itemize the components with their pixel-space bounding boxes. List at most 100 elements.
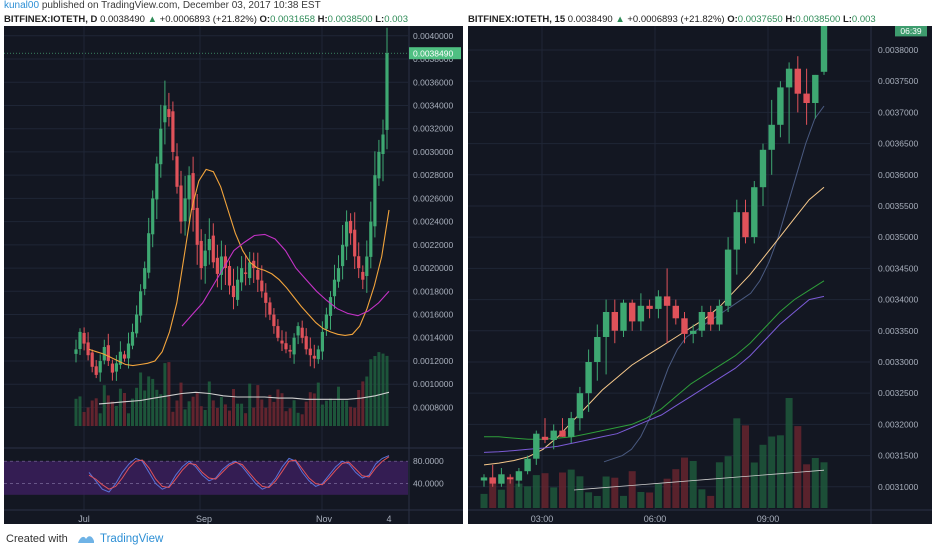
volume-bar <box>750 462 758 508</box>
volume-bar <box>611 477 619 508</box>
right-chart-canvas[interactable]: 0.0038000 0.0037500 0.0037000 0.0036500 0.00… <box>468 26 932 524</box>
candle-body <box>751 187 758 238</box>
candle-body <box>203 250 207 267</box>
right-change: +0.0006893 (+21.82%) <box>627 14 725 25</box>
volume-bar <box>480 493 488 508</box>
candle-body <box>300 327 304 338</box>
volume-bar <box>155 389 159 426</box>
price-tick-label: 0.0034500 <box>878 263 918 273</box>
volume-bar <box>320 404 324 426</box>
candle-body <box>681 318 688 334</box>
volume-bar <box>312 393 316 426</box>
candle-body <box>568 418 575 437</box>
volume-bar <box>175 400 179 426</box>
volume-bar <box>381 353 385 426</box>
candle-body <box>276 326 280 338</box>
candle-body <box>320 331 324 352</box>
price-tick-label: 0.0036000 <box>878 170 918 180</box>
volume-bar <box>524 486 532 508</box>
candle-body <box>803 93 810 103</box>
volume-bar <box>357 390 361 426</box>
volume-bar <box>365 376 369 426</box>
candle-body <box>240 268 244 283</box>
price-tick-label: 0.0032500 <box>878 388 918 398</box>
volume-bar <box>94 398 98 426</box>
right-high-label: H: <box>785 14 796 25</box>
left-chart-panel[interactable]: 0.00400000.00380000.00360000.00340000.00… <box>4 26 463 524</box>
volume-bar <box>369 359 373 426</box>
author-link[interactable]: kunal00 <box>4 0 40 11</box>
right-chart-panel[interactable]: 0.0038000 0.0037500 0.0037000 0.0036500 0.00… <box>468 26 932 524</box>
left-high-label: H: <box>317 14 328 25</box>
volume-bar <box>203 410 207 426</box>
volume-bar <box>567 469 575 508</box>
volume-bar <box>742 425 749 508</box>
candle-body <box>179 185 183 222</box>
candle-body <box>175 156 179 187</box>
volume-bar <box>276 389 280 426</box>
right-open-label: O: <box>727 14 738 25</box>
price-tick-label: 0.0016000 <box>413 310 453 320</box>
candle-body <box>106 345 110 361</box>
volume-bar <box>585 492 593 508</box>
candle-body <box>260 280 264 292</box>
candle-body <box>655 296 662 309</box>
volume-bar <box>820 462 828 508</box>
volume-bar <box>171 411 175 426</box>
candle-body <box>114 363 118 372</box>
candle-body <box>264 292 268 303</box>
right-low-label: L: <box>842 14 852 25</box>
volume-bar <box>292 400 296 426</box>
volume-bar <box>602 476 610 508</box>
volume-bar <box>114 406 118 426</box>
candle-body <box>272 314 276 327</box>
tradingview-brand-link[interactable]: TradingView <box>100 533 164 545</box>
candle-body <box>733 212 740 250</box>
candle-body <box>672 305 679 319</box>
volume-bar <box>532 475 540 508</box>
left-chart-canvas[interactable]: 0.00400000.00380000.00360000.00340000.00… <box>4 26 463 524</box>
volume-bar <box>628 471 636 508</box>
volume-bar <box>300 414 304 426</box>
candle-body <box>515 471 523 481</box>
candle-body <box>349 220 353 234</box>
stochastic-tick-label: 80.0000 <box>413 456 444 466</box>
candle-body <box>341 244 345 267</box>
left-last-price: 0.0038490 <box>100 14 145 25</box>
volume-bar <box>284 411 288 426</box>
volume-bar <box>131 398 134 426</box>
stochastic-line <box>88 456 390 490</box>
volume-bar <box>333 400 336 426</box>
volume-bar <box>223 404 227 426</box>
candle-body <box>102 347 106 361</box>
volume-bar <box>183 409 187 426</box>
candle-body <box>498 474 505 484</box>
candle-body <box>663 296 671 306</box>
candle-body <box>207 239 211 251</box>
left-open-value: 0.0031658 <box>270 14 315 25</box>
tradingview-logo-icon[interactable] <box>76 533 96 545</box>
price-tick-label: 0.0008000 <box>413 402 453 412</box>
left-change: +0.0006893 (+21.82%) <box>159 14 257 25</box>
volume-bar <box>794 426 802 508</box>
candle-body <box>716 305 723 325</box>
candle-body <box>724 249 732 306</box>
candle-body <box>195 207 199 245</box>
countdown-tag <box>895 26 927 37</box>
candle-body <box>288 349 292 352</box>
volume-bar <box>373 356 377 426</box>
left-low-value: 0.003 <box>384 14 408 25</box>
left-symbol: BITFINEX:IOTETH, D <box>4 14 98 25</box>
last-price-tag <box>409 47 461 60</box>
candle-body <box>585 362 592 394</box>
price-tick-label: 0.0014000 <box>413 333 453 343</box>
volume-bar <box>215 407 219 426</box>
volume-bar <box>118 388 122 426</box>
volume-bar <box>681 457 688 508</box>
up-arrow-icon: ▲ <box>147 14 158 25</box>
volume-bar <box>252 407 256 426</box>
volume-bar <box>147 376 151 426</box>
candle-body <box>620 302 627 331</box>
price-tick-label: 0.0036500 <box>878 139 918 149</box>
volume-bar <box>199 406 203 426</box>
